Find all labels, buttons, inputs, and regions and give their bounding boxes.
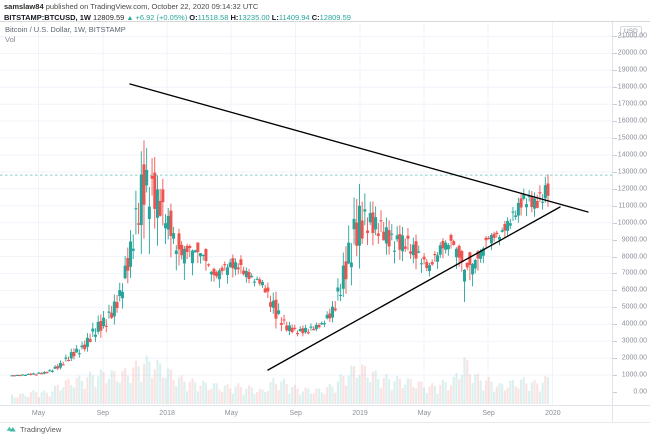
price-axis-tick: 13000.00 <box>617 168 647 176</box>
price-axis-tick-mark <box>613 392 617 393</box>
price-axis-tick: 11000.00 <box>618 202 647 210</box>
price-axis-tick-mark <box>613 87 617 89</box>
price-axis-tick-mark <box>613 205 617 207</box>
price-axis-tick: 5000.00 <box>621 303 647 311</box>
price-axis-tick-mark <box>613 375 617 377</box>
high-label: H: <box>230 13 239 22</box>
published-text: published on TradingView.com, <box>45 2 150 11</box>
price-axis-tick-mark <box>613 36 617 38</box>
time-axis-tick: May <box>31 410 46 417</box>
header-divider <box>0 21 650 22</box>
time-axis-tick: 2018 <box>159 410 175 417</box>
price-axis-tick: 21000.00 <box>617 32 647 40</box>
attribution-header: samslaw84 published on TradingView.com, … <box>0 0 650 22</box>
time-axis-tick: Sep <box>96 410 110 417</box>
low-label: L: <box>271 13 279 22</box>
up-arrow-icon: ▲ <box>126 15 134 22</box>
price-axis-tick-mark <box>613 341 617 343</box>
time-axis-tick: May <box>417 410 431 417</box>
price-axis-tick-mark <box>613 138 617 140</box>
price-axis-tick: 17000.00 <box>617 100 647 108</box>
price-axis-tick: 12000.00 <box>617 185 647 193</box>
price-axis-tick: 1000.00 <box>621 371 647 379</box>
price-axis-tick: 20000.00 <box>617 49 647 57</box>
published-datetime: October 22, 2020 09:14:32 UTC <box>151 2 259 11</box>
symbol-label: BITSTAMP:BTCUSD, 1W <box>4 13 91 22</box>
price-axis-tick: 15000.00 <box>617 134 647 142</box>
price-axis-tick-mark <box>613 256 617 258</box>
price-axis-tick: 7000.00 <box>621 269 647 277</box>
quote-line: BITSTAMP:BTCUSD, 1W 12809.59 ▲ +6.92 (+0… <box>4 13 646 24</box>
price-axis-tick: 9000.00 <box>621 236 647 244</box>
price-axis-tick: 3000.00 <box>621 337 647 345</box>
price-axis-tick-mark <box>613 222 617 224</box>
tradingview-logo-icon <box>6 426 16 432</box>
price-axis-tick-mark <box>613 307 617 309</box>
close-value: 12809.59 <box>319 13 351 22</box>
price-axis-tick-mark <box>613 273 617 275</box>
author-name: samslaw84 <box>4 2 44 11</box>
price-axis-tick: 4000.00 <box>621 320 647 328</box>
currency-badge: USD <box>620 26 642 37</box>
price-axis-tick-mark <box>613 324 617 326</box>
price-axis-tick: 6000.00 <box>621 286 647 294</box>
time-axis[interactable]: May Sep 2018 May Sep 2019 May Sep 2020 <box>0 405 612 422</box>
price-axis-tick-mark <box>613 104 617 106</box>
close-label: C: <box>311 13 320 22</box>
time-axis-tick: May <box>224 410 239 417</box>
price-axis-tick-mark <box>613 171 617 173</box>
tradingview-logo[interactable]: TradingView <box>6 424 61 434</box>
price-axis-tick-mark <box>613 53 617 55</box>
price-axis-tick: 8000.00 <box>621 253 647 261</box>
price-axis-tick-mark <box>613 70 617 72</box>
price-axis-tick-mark <box>613 290 617 292</box>
price-change-percent: (+0.05%) <box>156 13 188 22</box>
axis-corner <box>612 405 650 422</box>
price-axis-tick: 14000.00 <box>617 151 647 159</box>
price-axis-tick: 2000.00 <box>621 354 647 362</box>
price-change: +6.92 <box>135 13 155 22</box>
high-value: 13235.00 <box>238 13 270 22</box>
price-axis-tick: 19000.00 <box>617 66 647 74</box>
open-value: 11518.58 <box>197 13 229 22</box>
attribution-line: samslaw84 published on TradingView.com, … <box>4 2 646 12</box>
price-axis-tick-mark <box>613 239 617 241</box>
price-axis-tick-mark <box>613 154 617 156</box>
time-axis-tick: 2019 <box>352 410 368 417</box>
chart-pane[interactable]: Bitcoin / U.S. Dollar, 1W, BITSTAMP Vol <box>0 22 612 405</box>
last-price: 12809.59 <box>93 13 125 22</box>
price-axis-tick-mark <box>613 358 617 360</box>
price-axis-tick: 18000.00 <box>617 83 647 91</box>
time-axis-tick: Sep <box>482 410 495 417</box>
tradingview-brand-label: TradingView <box>20 424 62 434</box>
price-axis-tick: 0.00 <box>633 388 647 396</box>
time-axis-tick: Sep <box>289 410 302 417</box>
price-axis-tick: 16000.00 <box>617 117 647 125</box>
open-label: O: <box>189 13 198 22</box>
price-axis-tick: 10000.00 <box>617 219 647 227</box>
footer-bar <box>0 422 650 439</box>
low-value: 11409.94 <box>278 13 310 22</box>
price-axis-tick-mark <box>613 121 617 123</box>
price-axis[interactable]: USD 21000.00 20000.00 19000.00 18000.00 1700… <box>612 22 650 405</box>
time-axis-tick: 2020 <box>545 410 561 417</box>
price-axis-tick-mark <box>613 188 617 190</box>
candlestick-plot <box>0 22 612 405</box>
